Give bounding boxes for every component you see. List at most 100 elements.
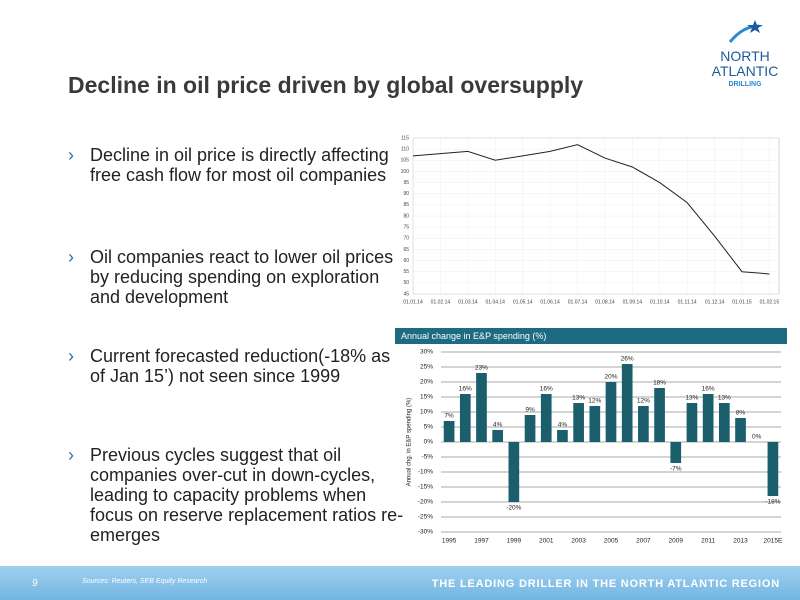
logo: NORTH ATLANTIC DRILLING bbox=[700, 20, 790, 88]
spending-chart: Annual change in E&P spending (%) Annual … bbox=[395, 328, 787, 545]
price-line bbox=[412, 144, 770, 275]
bar bbox=[589, 406, 601, 442]
y-tick-label: 25% bbox=[420, 364, 433, 371]
x-tick-label: 1997 bbox=[474, 538, 489, 545]
value-label: 0% bbox=[752, 434, 762, 441]
y-tick-label: 20% bbox=[420, 379, 433, 386]
value-label: 16% bbox=[540, 386, 553, 393]
value-label: 16% bbox=[459, 386, 472, 393]
logo-text: DRILLING bbox=[728, 81, 762, 88]
y-tick-label: 60 bbox=[403, 258, 409, 264]
y-tick-label: 80 bbox=[403, 213, 409, 219]
x-tick-label: 01.01.15 bbox=[732, 299, 752, 305]
logo-text: NORTH bbox=[720, 48, 770, 64]
y-tick-label: 55 bbox=[403, 269, 409, 275]
y-axis-label: Annual chg. in E&P spending (%) bbox=[407, 398, 413, 487]
bar bbox=[508, 442, 520, 502]
slide-title: Decline in oil price driven by global ov… bbox=[68, 72, 584, 98]
y-tick-label: 85 bbox=[403, 202, 409, 208]
x-tick-label: 1999 bbox=[507, 538, 522, 545]
x-tick-label: 2015E bbox=[764, 538, 783, 545]
value-label: 13% bbox=[572, 395, 585, 402]
bar bbox=[686, 403, 698, 442]
y-tick-label: 100 bbox=[401, 169, 410, 175]
value-label: 8% bbox=[736, 410, 746, 417]
x-tick-label: 1995 bbox=[442, 538, 457, 545]
y-tick-label: 75 bbox=[403, 224, 409, 230]
bar bbox=[670, 442, 682, 463]
y-tick-label: 10% bbox=[420, 409, 433, 416]
bar bbox=[735, 418, 746, 442]
bar bbox=[492, 430, 504, 442]
y-tick-label: -30% bbox=[418, 529, 433, 536]
bar bbox=[540, 394, 552, 442]
x-tick-label: 2009 bbox=[669, 538, 684, 545]
bullet: Decline in oil price is directly affecti… bbox=[68, 145, 405, 185]
bar bbox=[557, 430, 568, 442]
y-tick-label: 70 bbox=[403, 236, 409, 242]
bar bbox=[443, 421, 455, 442]
x-tick-label: 01.03.14 bbox=[458, 299, 478, 305]
bullet: Oil companies react to lower oil prices … bbox=[68, 247, 405, 307]
y-tick-label: -25% bbox=[418, 514, 433, 521]
bar bbox=[621, 364, 633, 442]
value-label: 13% bbox=[685, 395, 698, 402]
bar bbox=[524, 415, 536, 442]
value-label: 26% bbox=[621, 356, 634, 363]
y-tick-label: 115 bbox=[401, 135, 409, 141]
bar bbox=[718, 403, 730, 442]
bar bbox=[476, 373, 487, 442]
y-tick-label: -10% bbox=[418, 469, 433, 476]
x-tick-label: 01.02.15 bbox=[760, 299, 780, 305]
value-label: 7% bbox=[444, 413, 454, 420]
x-tick-label: 01.04.14 bbox=[486, 299, 506, 305]
x-tick-label: 2011 bbox=[701, 538, 715, 545]
value-label: -20% bbox=[506, 505, 521, 512]
x-tick-label: 2003 bbox=[571, 538, 586, 545]
y-tick-label: 105 bbox=[401, 158, 410, 164]
y-tick-label: -15% bbox=[418, 484, 433, 491]
y-tick-label: 15% bbox=[420, 394, 433, 401]
y-tick-label: 5% bbox=[424, 424, 434, 431]
y-tick-label: 45 bbox=[403, 291, 409, 297]
logo-text: ATLANTIC bbox=[711, 63, 779, 79]
x-tick-label: 01.07.14 bbox=[568, 299, 588, 305]
x-tick-label: 01.02.14 bbox=[431, 299, 451, 305]
x-tick-label: 01.05.14 bbox=[513, 299, 533, 305]
bar bbox=[605, 382, 617, 442]
y-tick-label: 95 bbox=[403, 180, 409, 186]
x-tick-label: 01.10.14 bbox=[650, 299, 670, 305]
y-tick-label: -20% bbox=[418, 499, 433, 506]
chart-header bbox=[395, 328, 787, 344]
x-tick-label: 01.08.14 bbox=[595, 299, 615, 305]
bar bbox=[767, 442, 779, 496]
y-tick-label: 110 bbox=[401, 146, 409, 152]
y-tick-label: 30% bbox=[420, 349, 433, 356]
x-tick-label: 2007 bbox=[636, 538, 651, 545]
value-label: 13% bbox=[718, 395, 731, 402]
x-tick-label: 2001 bbox=[539, 538, 554, 545]
y-tick-label: 0% bbox=[424, 439, 434, 446]
oil-price-chart: 45 50 55 60 65 70 75 80 85 90 95 100 105 110 115 01.01.… bbox=[401, 135, 780, 305]
x-tick-label: 2013 bbox=[733, 538, 748, 545]
x-tick-label: 01.09.14 bbox=[623, 299, 643, 305]
value-label: 4% bbox=[493, 422, 503, 429]
value-label: 12% bbox=[637, 398, 650, 405]
sources: Sources: Reuters, SEB Equity Research bbox=[82, 578, 208, 585]
bullet: Current forecasted reduction(-18% as of … bbox=[68, 346, 405, 386]
value-label: 20% bbox=[604, 374, 617, 381]
y-tick-label: 65 bbox=[403, 247, 409, 253]
x-tick-label: 01.01.14 bbox=[403, 299, 423, 305]
value-label: 18% bbox=[653, 380, 666, 387]
x-tick-label: 01.11.14 bbox=[678, 299, 697, 305]
bar bbox=[654, 388, 665, 442]
x-tick-label: 01.06.14 bbox=[540, 299, 560, 305]
x-tick-label: 01.12.14 bbox=[705, 299, 725, 305]
value-label: 4% bbox=[558, 422, 568, 429]
value-label: 16% bbox=[702, 386, 715, 393]
chart-title: Annual change in E&P spending (%) bbox=[401, 331, 546, 341]
y-tick-label: 50 bbox=[403, 280, 409, 286]
tagline: THE LEADING DRILLER IN THE NORTH ATLANTI… bbox=[431, 578, 780, 590]
bar bbox=[702, 394, 714, 442]
